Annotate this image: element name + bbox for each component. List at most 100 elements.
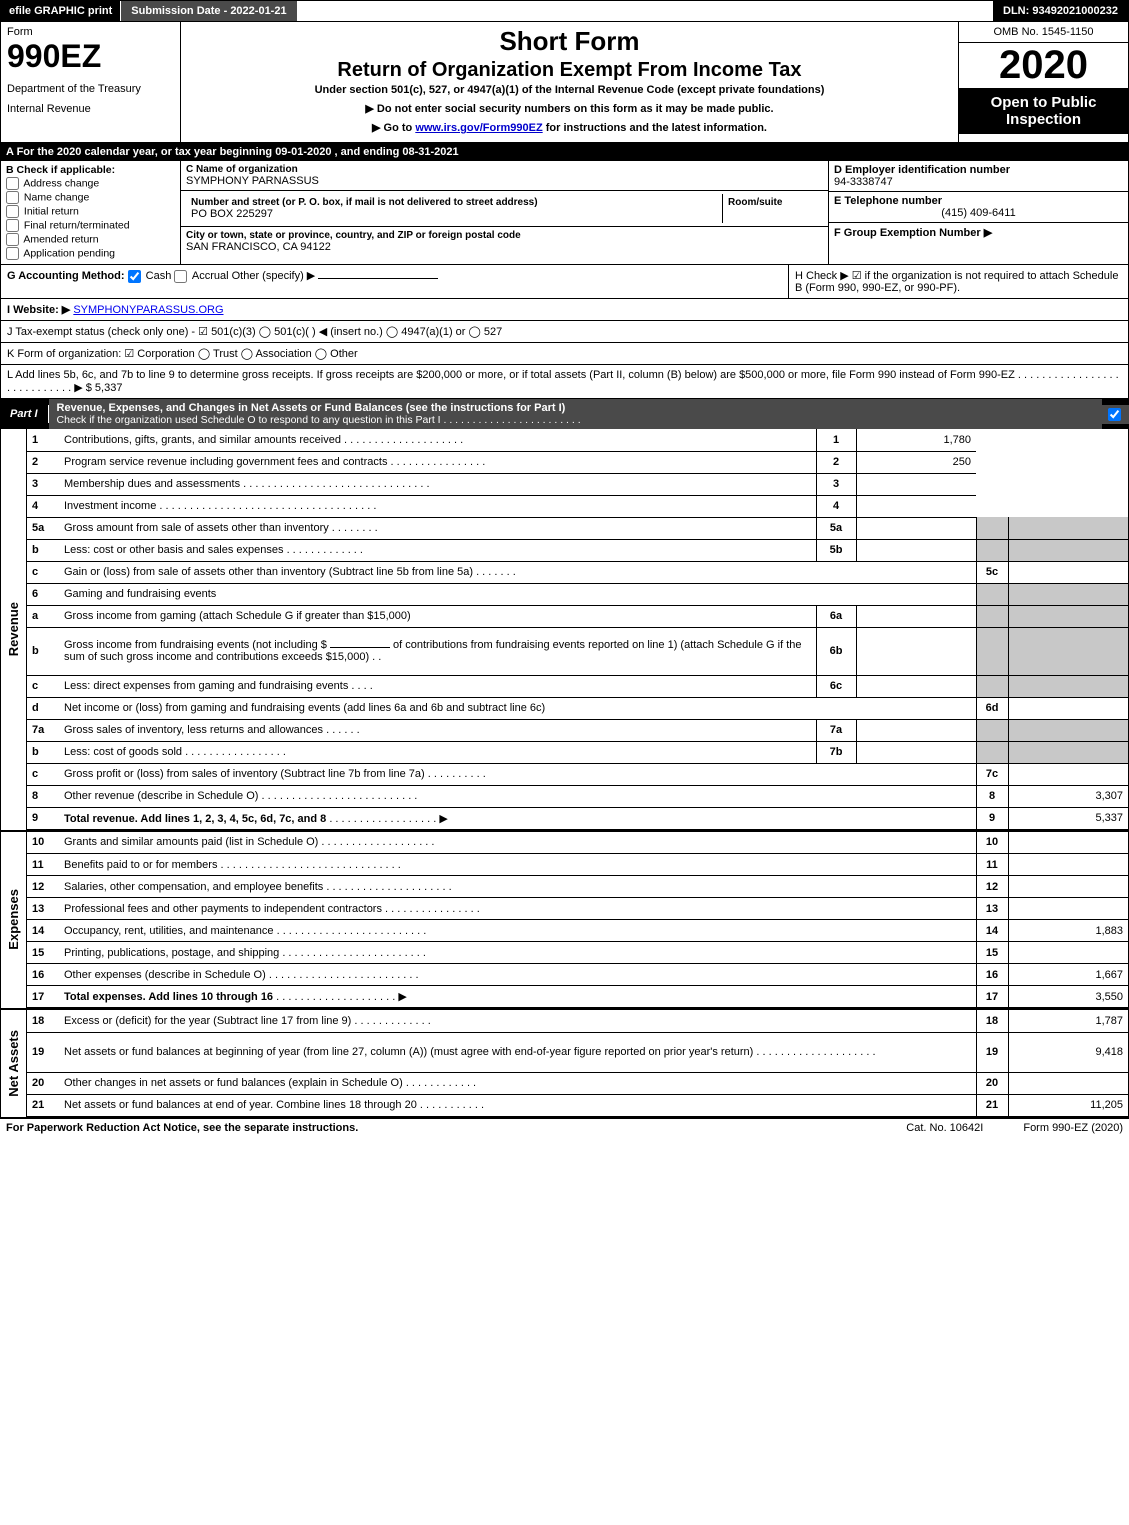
- chk-name-change[interactable]: Name change: [6, 191, 175, 204]
- dln-label: DLN: 93492021000232: [993, 1, 1128, 21]
- org-name-label: C Name of organization: [186, 164, 823, 175]
- chk-amended-return-label: Amended return: [23, 233, 98, 245]
- line-14: 14Occupancy, rent, utilities, and mainte…: [27, 920, 1128, 942]
- l11-desc: Benefits paid to or for members: [64, 859, 217, 871]
- l14-num: 14: [27, 920, 59, 942]
- l5c-val: [1008, 561, 1128, 583]
- chk-application-pending[interactable]: Application pending: [6, 247, 175, 260]
- l11-val: [1008, 854, 1128, 876]
- l9-desc: Total revenue. Add lines 1, 2, 3, 4, 5c,…: [64, 813, 326, 825]
- chk-final-return-label: Final return/terminated: [24, 219, 130, 231]
- l6-desc: Gaming and fundraising events: [59, 583, 976, 605]
- l7c-num: c: [27, 763, 59, 785]
- line-16: 16Other expenses (describe in Schedule O…: [27, 964, 1128, 986]
- chk-application-pending-label: Application pending: [23, 247, 115, 259]
- l5a-sn: 5a: [816, 517, 856, 539]
- expenses-vlabel: Expenses: [1, 832, 27, 1009]
- title-return: Return of Organization Exempt From Incom…: [187, 59, 952, 82]
- part1-title-text: Revenue, Expenses, and Changes in Net As…: [57, 402, 566, 414]
- part1-header: Part I Revenue, Expenses, and Changes in…: [0, 399, 1129, 429]
- l5a-grey: [976, 517, 1008, 539]
- l19-num: 19: [27, 1032, 59, 1072]
- l6b-desc1: Gross income from fundraising events (no…: [64, 639, 327, 651]
- l20-numc: 20: [976, 1072, 1008, 1094]
- group-exemption-label: F Group Exemption Number ▶: [834, 226, 1123, 239]
- line-17: 17Total expenses. Add lines 10 through 1…: [27, 986, 1128, 1008]
- l6-num: 6: [27, 583, 59, 605]
- l14-numc: 14: [976, 920, 1008, 942]
- chk-amended-return[interactable]: Amended return: [6, 233, 175, 246]
- l6d-num: d: [27, 697, 59, 719]
- l11-num: 11: [27, 854, 59, 876]
- line-13: 13Professional fees and other payments t…: [27, 898, 1128, 920]
- line-5c: cGain or (loss) from sale of assets othe…: [27, 561, 1128, 583]
- goto-pre: ▶ Go to: [372, 122, 415, 134]
- other-specify-input[interactable]: [318, 278, 438, 279]
- line-7c: cGross profit or (loss) from sales of in…: [27, 763, 1128, 785]
- line-6a: aGross income from gaming (attach Schedu…: [27, 605, 1128, 627]
- l6a-grey: [976, 605, 1008, 627]
- chk-accrual[interactable]: [174, 270, 187, 283]
- expenses-table: 10Grants and similar amounts paid (list …: [27, 832, 1128, 1009]
- header-center: Short Form Return of Organization Exempt…: [181, 22, 958, 142]
- line-6: 6Gaming and fundraising events: [27, 583, 1128, 605]
- part1-checkbox[interactable]: [1102, 405, 1129, 424]
- chk-final-return[interactable]: Final return/terminated: [6, 219, 175, 232]
- l9-val: 5,337: [1008, 807, 1128, 829]
- netassets-table: 18Excess or (deficit) for the year (Subt…: [27, 1010, 1128, 1117]
- chk-initial-return[interactable]: Initial return: [6, 205, 175, 218]
- l19-numc: 19: [976, 1032, 1008, 1072]
- row-i: I Website: ▶ SYMPHONYPARASSUS.ORG: [0, 299, 1129, 321]
- l12-num: 12: [27, 876, 59, 898]
- part1-check-line: Check if the organization used Schedule …: [57, 414, 581, 426]
- l7a-desc: Gross sales of inventory, less returns a…: [64, 724, 323, 736]
- l6c-desc: Less: direct expenses from gaming and fu…: [64, 680, 348, 692]
- ein-value: 94-3338747: [834, 176, 1123, 188]
- l6d-numc: 6d: [976, 697, 1008, 719]
- l10-val: [1008, 832, 1128, 854]
- chk-address-change[interactable]: Address change: [6, 177, 175, 190]
- irs-link[interactable]: www.irs.gov/Form990EZ: [415, 122, 542, 134]
- l6b-blank[interactable]: [330, 647, 390, 648]
- l7c-numc: 7c: [976, 763, 1008, 785]
- ein-label: D Employer identification number: [834, 164, 1123, 176]
- l7b-num: b: [27, 741, 59, 763]
- l6a-num: a: [27, 605, 59, 627]
- line-9: 9 Total revenue. Add lines 1, 2, 3, 4, 5c…: [27, 807, 1128, 829]
- l6c-sv: [856, 675, 976, 697]
- footer-left: For Paperwork Reduction Act Notice, see …: [6, 1122, 866, 1134]
- l1-val: 1,780: [856, 429, 976, 451]
- period-row: A For the 2020 calendar year, or tax yea…: [0, 143, 1129, 161]
- l6a-sv: [856, 605, 976, 627]
- row-i-label: I Website: ▶: [7, 304, 70, 316]
- part1-title: Revenue, Expenses, and Changes in Net As…: [49, 399, 1102, 429]
- l20-val: [1008, 1072, 1128, 1094]
- l2-desc: Program service revenue including govern…: [64, 456, 387, 468]
- l7a-grey: [976, 719, 1008, 741]
- l5c-numc: 5c: [976, 561, 1008, 583]
- l5b-grey: [976, 539, 1008, 561]
- l8-num: 8: [27, 785, 59, 807]
- footer-right: Form 990-EZ (2020): [1023, 1122, 1123, 1134]
- l3-desc: Membership dues and assessments: [64, 478, 240, 490]
- l9-numc: 9: [976, 807, 1008, 829]
- efile-print-button[interactable]: efile GRAPHIC print: [1, 1, 121, 21]
- l10-desc: Grants and similar amounts paid (list in…: [64, 836, 318, 848]
- l3-numc: 3: [816, 473, 856, 495]
- l17-num: 17: [27, 986, 59, 1008]
- l21-desc: Net assets or fund balances at end of ye…: [64, 1099, 417, 1111]
- l3-num: 3: [27, 473, 59, 495]
- part1-tab: Part I: [0, 405, 49, 423]
- l8-desc: Other revenue (describe in Schedule O): [64, 790, 258, 802]
- revenue-vlabel: Revenue: [1, 429, 27, 830]
- form-header: Form 990EZ Department of the Treasury In…: [0, 22, 1129, 143]
- l12-val: [1008, 876, 1128, 898]
- l6c-sn: 6c: [816, 675, 856, 697]
- l19-val: 9,418: [1008, 1032, 1128, 1072]
- l2-val: 250: [856, 451, 976, 473]
- phone-cell: E Telephone number (415) 409-6411: [829, 192, 1128, 223]
- website-link[interactable]: SYMPHONYPARASSUS.ORG: [73, 304, 223, 316]
- chk-cash[interactable]: [128, 270, 141, 283]
- l20-num: 20: [27, 1072, 59, 1094]
- room-label: Room/suite: [728, 197, 818, 208]
